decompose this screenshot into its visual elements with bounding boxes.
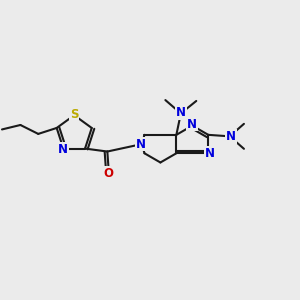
Text: N: N	[136, 138, 146, 151]
Text: N: N	[176, 106, 186, 119]
Text: S: S	[70, 108, 79, 121]
Text: N: N	[226, 130, 236, 143]
Text: N: N	[205, 147, 215, 160]
Text: N: N	[187, 118, 197, 130]
Text: N: N	[58, 143, 68, 156]
Text: O: O	[104, 167, 114, 180]
